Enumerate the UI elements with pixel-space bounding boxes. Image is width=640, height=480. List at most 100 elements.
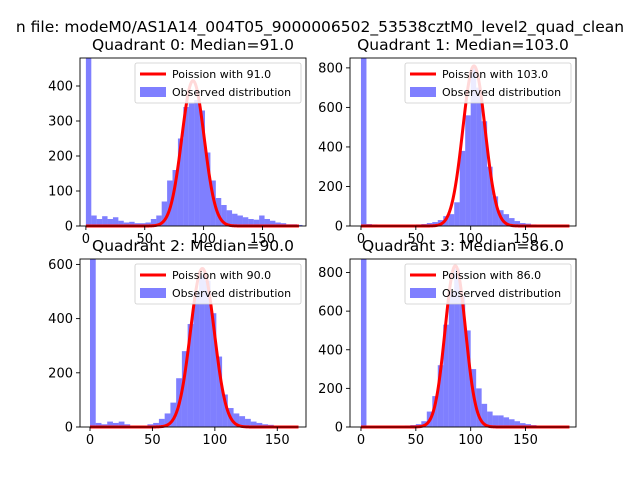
- histogram-bar: [181, 351, 188, 427]
- legend-label-observed: Observed distribution: [172, 86, 291, 99]
- histogram-bar: [89, 259, 96, 427]
- histogram-bar: [129, 221, 135, 226]
- histogram-bar: [481, 121, 488, 226]
- legend-bar-swatch: [410, 87, 436, 97]
- histogram-bar: [297, 224, 303, 226]
- histogram-bar: [118, 220, 124, 226]
- y-tick-label: 400: [318, 140, 343, 155]
- histogram-bar: [170, 402, 177, 427]
- x-tick-label: 150: [513, 232, 538, 247]
- histogram-bar: [487, 166, 493, 226]
- legend-bar-swatch: [140, 288, 166, 298]
- histogram-bar: [250, 421, 257, 427]
- histogram-bar: [216, 356, 223, 427]
- histogram-bar: [248, 219, 254, 226]
- y-tick-label: 0: [65, 220, 73, 235]
- y-tick-label: 0: [65, 421, 73, 436]
- legend-label-poisson: Poission with 91.0: [172, 68, 271, 81]
- y-tick-label: 600: [318, 101, 343, 116]
- histogram-bar: [470, 67, 477, 226]
- figure-suptitle: n file: modeM0/AS1A14_004T05_9000006502_…: [16, 18, 624, 37]
- legend-bar-swatch: [410, 288, 436, 298]
- histogram-bar: [161, 201, 168, 226]
- x-tick-label: 150: [513, 433, 538, 448]
- y-tick-label: 400: [48, 80, 73, 95]
- y-tick-label: 200: [318, 180, 343, 195]
- x-tick-label: 0: [82, 232, 90, 247]
- histogram-bar: [264, 219, 270, 226]
- histogram-bar: [199, 110, 206, 226]
- histogram-bar: [487, 411, 493, 427]
- histogram-bar: [239, 416, 246, 427]
- histogram-bar: [253, 219, 260, 226]
- x-tick-label: 50: [408, 433, 425, 448]
- histogram-bar: [514, 221, 521, 226]
- histogram-bar: [188, 103, 195, 226]
- histogram-bar: [156, 215, 162, 226]
- legend-label-poisson: Poission with 103.0: [442, 68, 548, 81]
- histogram-bar: [95, 422, 102, 427]
- histogram-bar: [232, 213, 238, 226]
- histogram-bar: [199, 275, 205, 427]
- y-tick-label: 400: [318, 343, 343, 358]
- histogram-bar: [233, 413, 240, 427]
- y-tick-label: 300: [48, 115, 73, 130]
- histogram-bar: [443, 324, 449, 427]
- subplot-quadrant-0: 0 50 100 150 0 100 200 300 400 Quadrant 0: Median…: [48, 36, 307, 247]
- histogram-bar: [437, 365, 444, 427]
- legend-bar-swatch: [140, 87, 166, 97]
- histogram-bar: [118, 421, 125, 427]
- histogram-bar: [509, 218, 515, 226]
- histogram-bar: [242, 217, 249, 226]
- x-tick-label: 100: [458, 433, 483, 448]
- histogram-bar: [193, 291, 200, 427]
- histogram-bar: [112, 422, 119, 427]
- histogram-bar: [269, 220, 276, 226]
- histogram-bar: [259, 215, 265, 226]
- histogram-bar: [476, 87, 482, 226]
- histogram-bar: [465, 115, 471, 226]
- histogram-bar: [492, 196, 499, 226]
- histogram-bar: [503, 417, 510, 427]
- histogram-bar: [275, 222, 281, 226]
- x-tick-label: 0: [86, 433, 94, 448]
- legend-label-observed: Observed distribution: [442, 287, 561, 300]
- axes-frame: [79, 57, 307, 227]
- histogram-bar: [448, 214, 455, 226]
- legend-box: [404, 263, 572, 305]
- y-tick-label: 200: [48, 366, 73, 381]
- histogram-bar: [150, 219, 157, 226]
- subplot-title: Quadrant 1: Median=103.0: [357, 36, 569, 54]
- axes-frame: [349, 258, 577, 428]
- histogram-bar: [167, 180, 173, 226]
- histogram-bar: [158, 418, 165, 427]
- x-tick-label: 100: [458, 232, 483, 247]
- legend-box: [404, 62, 572, 104]
- axes-frame: [79, 258, 307, 428]
- x-tick-label: 0: [357, 232, 365, 247]
- x-tick-label: 100: [202, 433, 227, 448]
- histogram-bar: [432, 396, 438, 427]
- histogram-bar: [459, 295, 466, 427]
- y-tick-label: 800: [318, 61, 343, 76]
- histogram-bar: [465, 330, 471, 427]
- y-tick-label: 100: [48, 185, 73, 200]
- histogram-bar: [237, 215, 243, 226]
- histogram-bar: [476, 388, 482, 427]
- y-tick-label: 600: [318, 305, 343, 320]
- y-tick-label: 200: [48, 150, 73, 165]
- subplot-title: Quadrant 0: Median=91.0: [92, 36, 294, 54]
- histogram-bar: [520, 423, 526, 427]
- histogram-bar: [194, 100, 200, 226]
- histogram-bar: [492, 415, 499, 427]
- histogram-bar: [454, 202, 460, 226]
- histogram-bar: [210, 313, 217, 427]
- subplot-quadrant-1: 0 50 100 150 0 200 400 600 800 Quadrant 1: Median…: [318, 36, 577, 247]
- legend: Poission with 86.0 Observed distribution: [404, 263, 572, 305]
- histogram-bar: [205, 152, 211, 226]
- legend-box: [134, 263, 302, 305]
- x-tick-label: 150: [250, 232, 275, 247]
- histogram-bar: [221, 205, 227, 226]
- histogram-bar: [448, 291, 455, 427]
